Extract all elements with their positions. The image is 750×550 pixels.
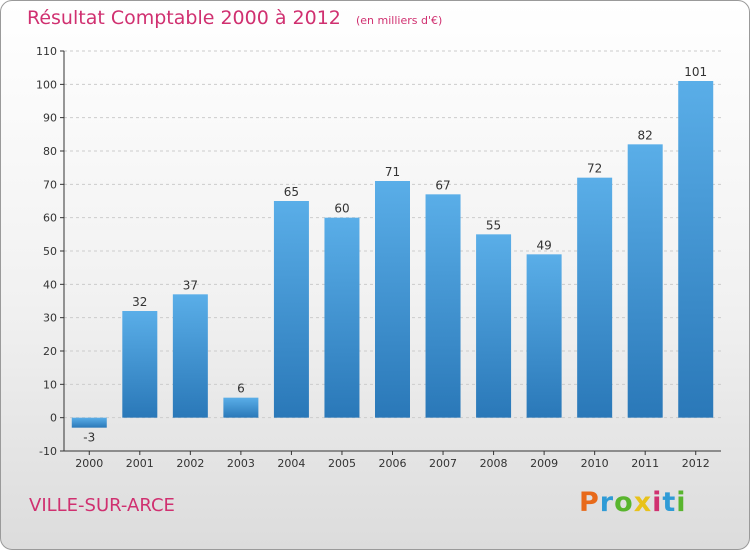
- bar-2000: [71, 417, 107, 428]
- x-tick-label: 2012: [682, 457, 710, 470]
- y-tick-label: 70: [43, 178, 57, 191]
- y-tick-label: 100: [36, 78, 57, 91]
- proxiti-logo: Proxiti: [579, 487, 687, 518]
- bar-2007: [425, 194, 461, 418]
- y-tick-label: -10: [39, 445, 57, 458]
- bar-2010: [577, 177, 613, 418]
- x-tick-label: 2007: [429, 457, 457, 470]
- x-tick-label: 2011: [631, 457, 659, 470]
- x-tick-label: 2003: [227, 457, 255, 470]
- logo-letter: i: [676, 487, 687, 518]
- location-name: VILLE-SUR-ARCE: [29, 495, 175, 516]
- label-layer: -3 32 37 6 65 60 71 67 55 49 72 82 101: [83, 65, 707, 445]
- y-tick-label: 110: [36, 45, 57, 58]
- data-label-2008: 55: [486, 218, 501, 232]
- y-tick-label: 60: [43, 212, 57, 225]
- x-tick-label: 2005: [328, 457, 356, 470]
- y-tick-label: 0: [50, 412, 57, 425]
- data-label-2009: 49: [536, 238, 551, 252]
- logo-letter: r: [599, 487, 615, 518]
- y-tick-label: 80: [43, 145, 57, 158]
- logo-letter: o: [614, 487, 634, 518]
- data-label-2003: 6: [237, 382, 245, 396]
- data-label-2001: 32: [132, 295, 147, 309]
- data-label-2007: 67: [435, 178, 450, 192]
- bar-2001: [122, 311, 158, 418]
- logo-letter: x: [633, 487, 653, 518]
- y-tick-label: 10: [43, 378, 57, 391]
- axis-layer: -10 0 10 20 30 40 50 60 70 80 90 100 110 2000 2001 2002…: [36, 45, 721, 470]
- data-label-2000: -3: [83, 431, 95, 445]
- bar-2009: [526, 254, 562, 418]
- y-tick-label: 40: [43, 278, 57, 291]
- x-tick-label: 2004: [277, 457, 305, 470]
- data-label-2006: 71: [385, 165, 400, 179]
- x-tick-label: 2001: [126, 457, 154, 470]
- chart-title: Résultat Comptable 2000 à 2012: [27, 7, 341, 29]
- bar-2002: [172, 294, 208, 418]
- x-tick-label: 2008: [480, 457, 508, 470]
- bar-layer: [71, 81, 714, 428]
- x-tick-label: 2010: [581, 457, 609, 470]
- data-label-2010: 72: [587, 162, 602, 176]
- logo-letter: i: [652, 487, 663, 518]
- x-tick-label: 2009: [530, 457, 558, 470]
- bar-2011: [627, 144, 663, 418]
- x-tick-label: 2006: [379, 457, 407, 470]
- data-label-2002: 37: [183, 278, 198, 292]
- logo-letter: t: [662, 487, 677, 518]
- y-tick-label: 30: [43, 312, 57, 325]
- bar-2008: [476, 234, 512, 418]
- bar-2012: [678, 81, 714, 418]
- bar-2005: [324, 217, 360, 418]
- y-tick-label: 20: [43, 345, 57, 358]
- data-label-2005: 60: [334, 202, 349, 216]
- data-label-2011: 82: [638, 128, 653, 142]
- y-tick-label: 50: [43, 245, 57, 258]
- bar-2006: [375, 181, 410, 418]
- data-label-2004: 65: [284, 185, 299, 199]
- x-tick-label: 2000: [75, 457, 103, 470]
- chart-subtitle: (en milliers d'€): [355, 14, 443, 27]
- data-label-2012: 101: [684, 65, 707, 79]
- x-tick-label: 2002: [176, 457, 204, 470]
- bar-2004: [273, 201, 309, 418]
- title-row: Résultat Comptable 2000 à 2012 (en milli…: [27, 7, 442, 29]
- y-tick-label: 90: [43, 112, 57, 125]
- bar-2003: [223, 397, 259, 418]
- logo-letter: P: [579, 487, 600, 518]
